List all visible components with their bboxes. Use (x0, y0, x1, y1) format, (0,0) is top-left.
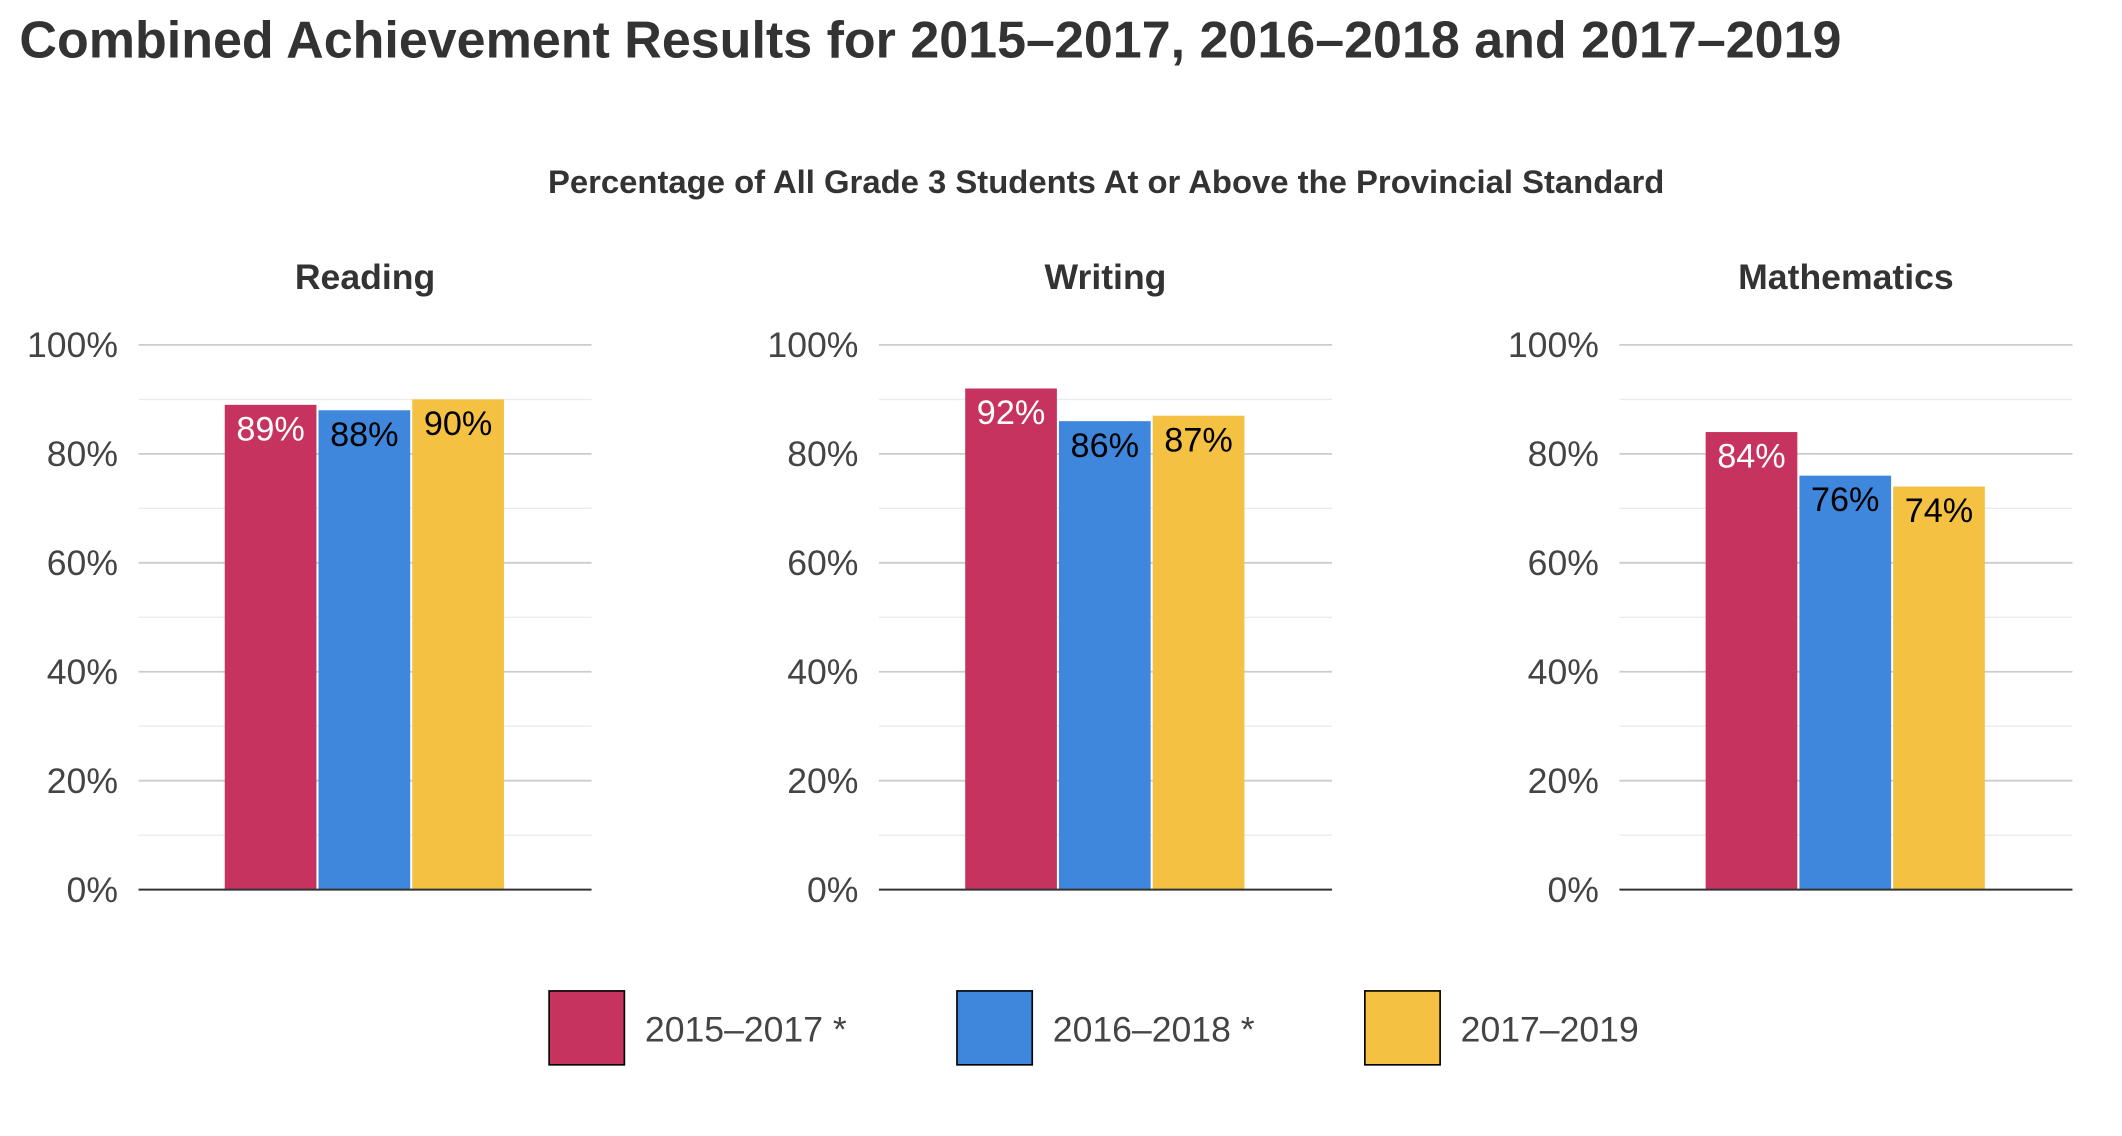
y-tick-label: 0% (1547, 870, 1598, 910)
y-tick-label: 20% (787, 761, 858, 801)
y-tick-label: 40% (787, 652, 858, 692)
panel-title: Mathematics (1738, 257, 1954, 297)
data-label: 74% (1905, 492, 1973, 530)
chart-subtitle: Percentage of All Grade 3 Students At or… (548, 163, 1664, 200)
legend-label: 2017–2019 (1461, 1010, 1639, 1050)
legend-label: 2015–2017 * (645, 1010, 847, 1050)
bar (1705, 432, 1798, 890)
legend-item: 2016–2018 * (956, 990, 1255, 1066)
bar (1058, 421, 1151, 890)
bar (965, 388, 1057, 890)
legend-swatch (956, 990, 1034, 1066)
data-label: 76% (1811, 481, 1879, 519)
data-label: 92% (977, 394, 1045, 432)
data-label: 89% (236, 410, 304, 448)
legend-swatch (1364, 990, 1441, 1066)
y-tick-label: 60% (1528, 543, 1599, 583)
y-tick-label: 40% (1528, 652, 1599, 692)
y-tick-label: 80% (1528, 434, 1599, 474)
data-label: 84% (1717, 438, 1785, 476)
panel-title: Writing (1045, 257, 1167, 297)
legend-swatch (548, 990, 626, 1066)
y-tick-label: 80% (47, 434, 118, 474)
bar (412, 399, 504, 890)
y-tick-label: 0% (807, 870, 858, 910)
data-label: 90% (424, 405, 492, 443)
bar (318, 410, 411, 890)
legend-item: 2017–2019 (1364, 990, 1639, 1066)
legend: 2015–2017 * 2016–2018 * 2017–2019 (548, 990, 1639, 1066)
y-tick-label: 20% (47, 761, 118, 801)
y-tick-label: 100% (767, 325, 858, 365)
legend-item: 2015–2017 * (548, 990, 847, 1066)
panel-title: Reading (295, 257, 435, 297)
panel-reading: Reading 0% 20% 40% 60% 80% 100% 89% 88% 90% (27, 257, 592, 910)
panel-mathematics: Mathematics 0% 20% 40% 60% 80% 100% 84% 76% 74% (1508, 257, 2073, 910)
chart-title: Combined Achievement Results for 2015–20… (19, 11, 1841, 69)
y-tick-label: 100% (1508, 325, 1599, 365)
data-label: 88% (330, 416, 398, 454)
y-tick-label: 100% (27, 325, 118, 365)
bar (1893, 486, 1985, 890)
legend-label: 2016–2018 * (1053, 1010, 1255, 1050)
y-tick-label: 60% (47, 543, 118, 583)
bar (1152, 415, 1245, 890)
panel-writing: Writing 0% 20% 40% 60% 80% 100% 92% 86% 87% (767, 257, 1332, 910)
bar (224, 404, 317, 890)
y-tick-label: 80% (787, 434, 858, 474)
data-label: 87% (1164, 421, 1232, 459)
data-label: 86% (1071, 427, 1139, 465)
y-tick-label: 20% (1528, 761, 1599, 801)
y-tick-label: 60% (787, 543, 858, 583)
y-tick-label: 40% (47, 652, 118, 692)
y-tick-label: 0% (67, 870, 118, 910)
bar (1799, 475, 1892, 890)
